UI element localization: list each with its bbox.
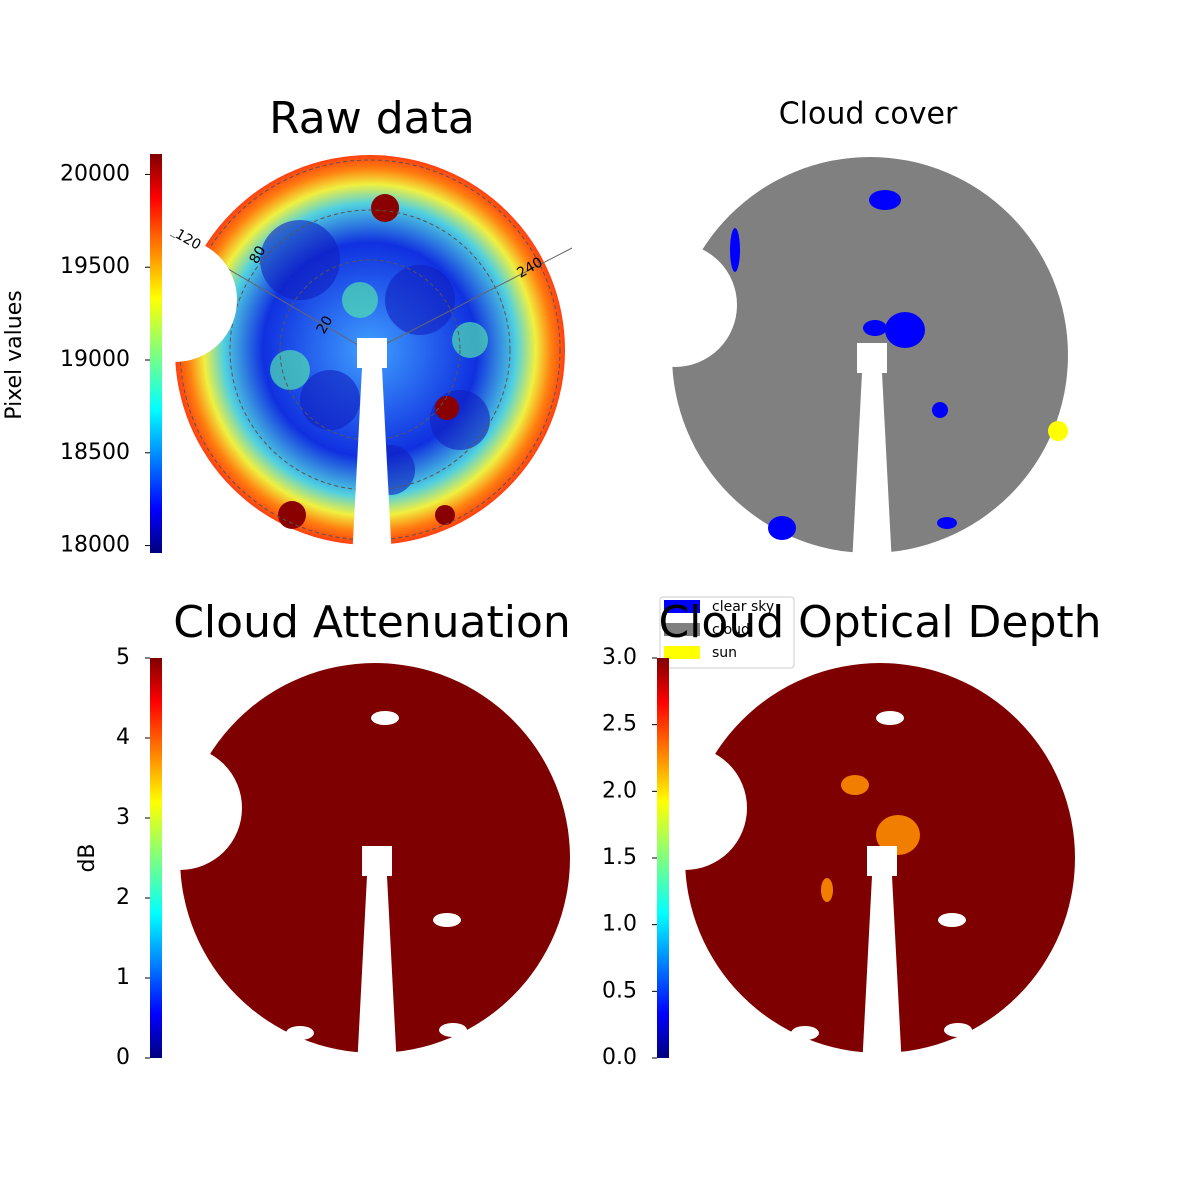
image-patch xyxy=(278,501,306,529)
y-tick-label: 5 xyxy=(116,645,130,670)
image-mask xyxy=(113,238,237,362)
y-tick-label: 3 xyxy=(116,805,130,830)
y-tick-label: 0 xyxy=(116,1045,130,1070)
image-mask xyxy=(357,876,397,1068)
y-tick-label: 18500 xyxy=(60,440,130,465)
y-tick-label: 2.5 xyxy=(602,712,637,737)
y-tick-label: 2 xyxy=(116,885,130,910)
legend: clear sky cloud sun xyxy=(659,596,795,669)
y-tick-label: 1 xyxy=(116,965,130,990)
y-tick-label: 20000 xyxy=(60,161,130,186)
chart-title: Cloud cover xyxy=(779,97,958,132)
chart-title: Cloud Optical Depth xyxy=(658,597,1101,648)
image-patch xyxy=(730,228,740,272)
polar-spoke xyxy=(369,247,573,353)
image-patch xyxy=(300,370,360,430)
legend-label: cloud xyxy=(712,622,750,638)
colorbar xyxy=(150,658,162,1058)
image-patch xyxy=(435,396,459,420)
chart-title: Cloud Attenuation xyxy=(173,597,571,648)
colorbar-label: Pixel values xyxy=(2,290,27,419)
y-tick-label: 18000 xyxy=(60,533,130,558)
polar-label: 80 xyxy=(247,243,270,266)
image-mask xyxy=(362,846,392,876)
y-tick-label: 1.5 xyxy=(602,845,637,870)
image-patch xyxy=(876,815,920,855)
image-mask xyxy=(352,368,392,560)
y-tick-label: 2.0 xyxy=(602,778,637,803)
image-mask xyxy=(857,343,887,373)
image-patch xyxy=(430,390,490,450)
image-patch xyxy=(863,320,887,336)
image-patch xyxy=(937,517,957,529)
image-patch xyxy=(885,312,925,348)
image-mask xyxy=(791,1026,819,1040)
colorbar xyxy=(657,658,669,1058)
colorbar xyxy=(150,154,162,553)
image-mask xyxy=(433,913,461,927)
image-mask xyxy=(623,746,747,870)
y-tick-label: 0.0 xyxy=(602,1045,637,1070)
image-patch xyxy=(841,775,869,795)
image-patch xyxy=(821,878,833,902)
image-mask xyxy=(439,1023,467,1037)
image-patch xyxy=(435,505,455,525)
image-patch xyxy=(260,220,340,300)
image-patch xyxy=(932,402,948,418)
image-patch xyxy=(371,194,399,222)
legend-label: sun xyxy=(712,645,737,661)
legend-swatch xyxy=(664,600,700,613)
y-tick-label: 0.5 xyxy=(602,978,637,1003)
image-patch xyxy=(452,322,488,358)
legend-swatch xyxy=(664,623,700,636)
image-patch xyxy=(270,350,310,390)
y-tick-label: 3.0 xyxy=(602,645,637,670)
image-mask xyxy=(867,846,897,876)
image-mask xyxy=(118,746,242,870)
image-mask xyxy=(862,876,902,1068)
polar-label: 20 xyxy=(314,313,337,336)
image-mask xyxy=(938,913,966,927)
legend-label: clear sky xyxy=(712,599,774,615)
image-mask xyxy=(286,1026,314,1040)
image-patch xyxy=(768,516,796,540)
legend-swatch xyxy=(664,646,700,659)
sun-marker xyxy=(1048,421,1068,441)
y-tick-label: 4 xyxy=(116,725,130,750)
image-patch xyxy=(342,282,378,318)
y-tick-label: 1.0 xyxy=(602,912,637,937)
image-mask xyxy=(613,243,737,367)
chart-title: Raw data xyxy=(269,93,475,144)
image-mask xyxy=(852,373,892,565)
image-mask xyxy=(371,711,399,725)
image-patch xyxy=(869,190,901,210)
colorbar-label: dB xyxy=(75,843,100,872)
image-mask xyxy=(357,338,387,368)
image-mask xyxy=(944,1023,972,1037)
y-tick-label: 19000 xyxy=(60,347,130,372)
y-tick-label: 19500 xyxy=(60,254,130,279)
image-mask xyxy=(876,711,904,725)
